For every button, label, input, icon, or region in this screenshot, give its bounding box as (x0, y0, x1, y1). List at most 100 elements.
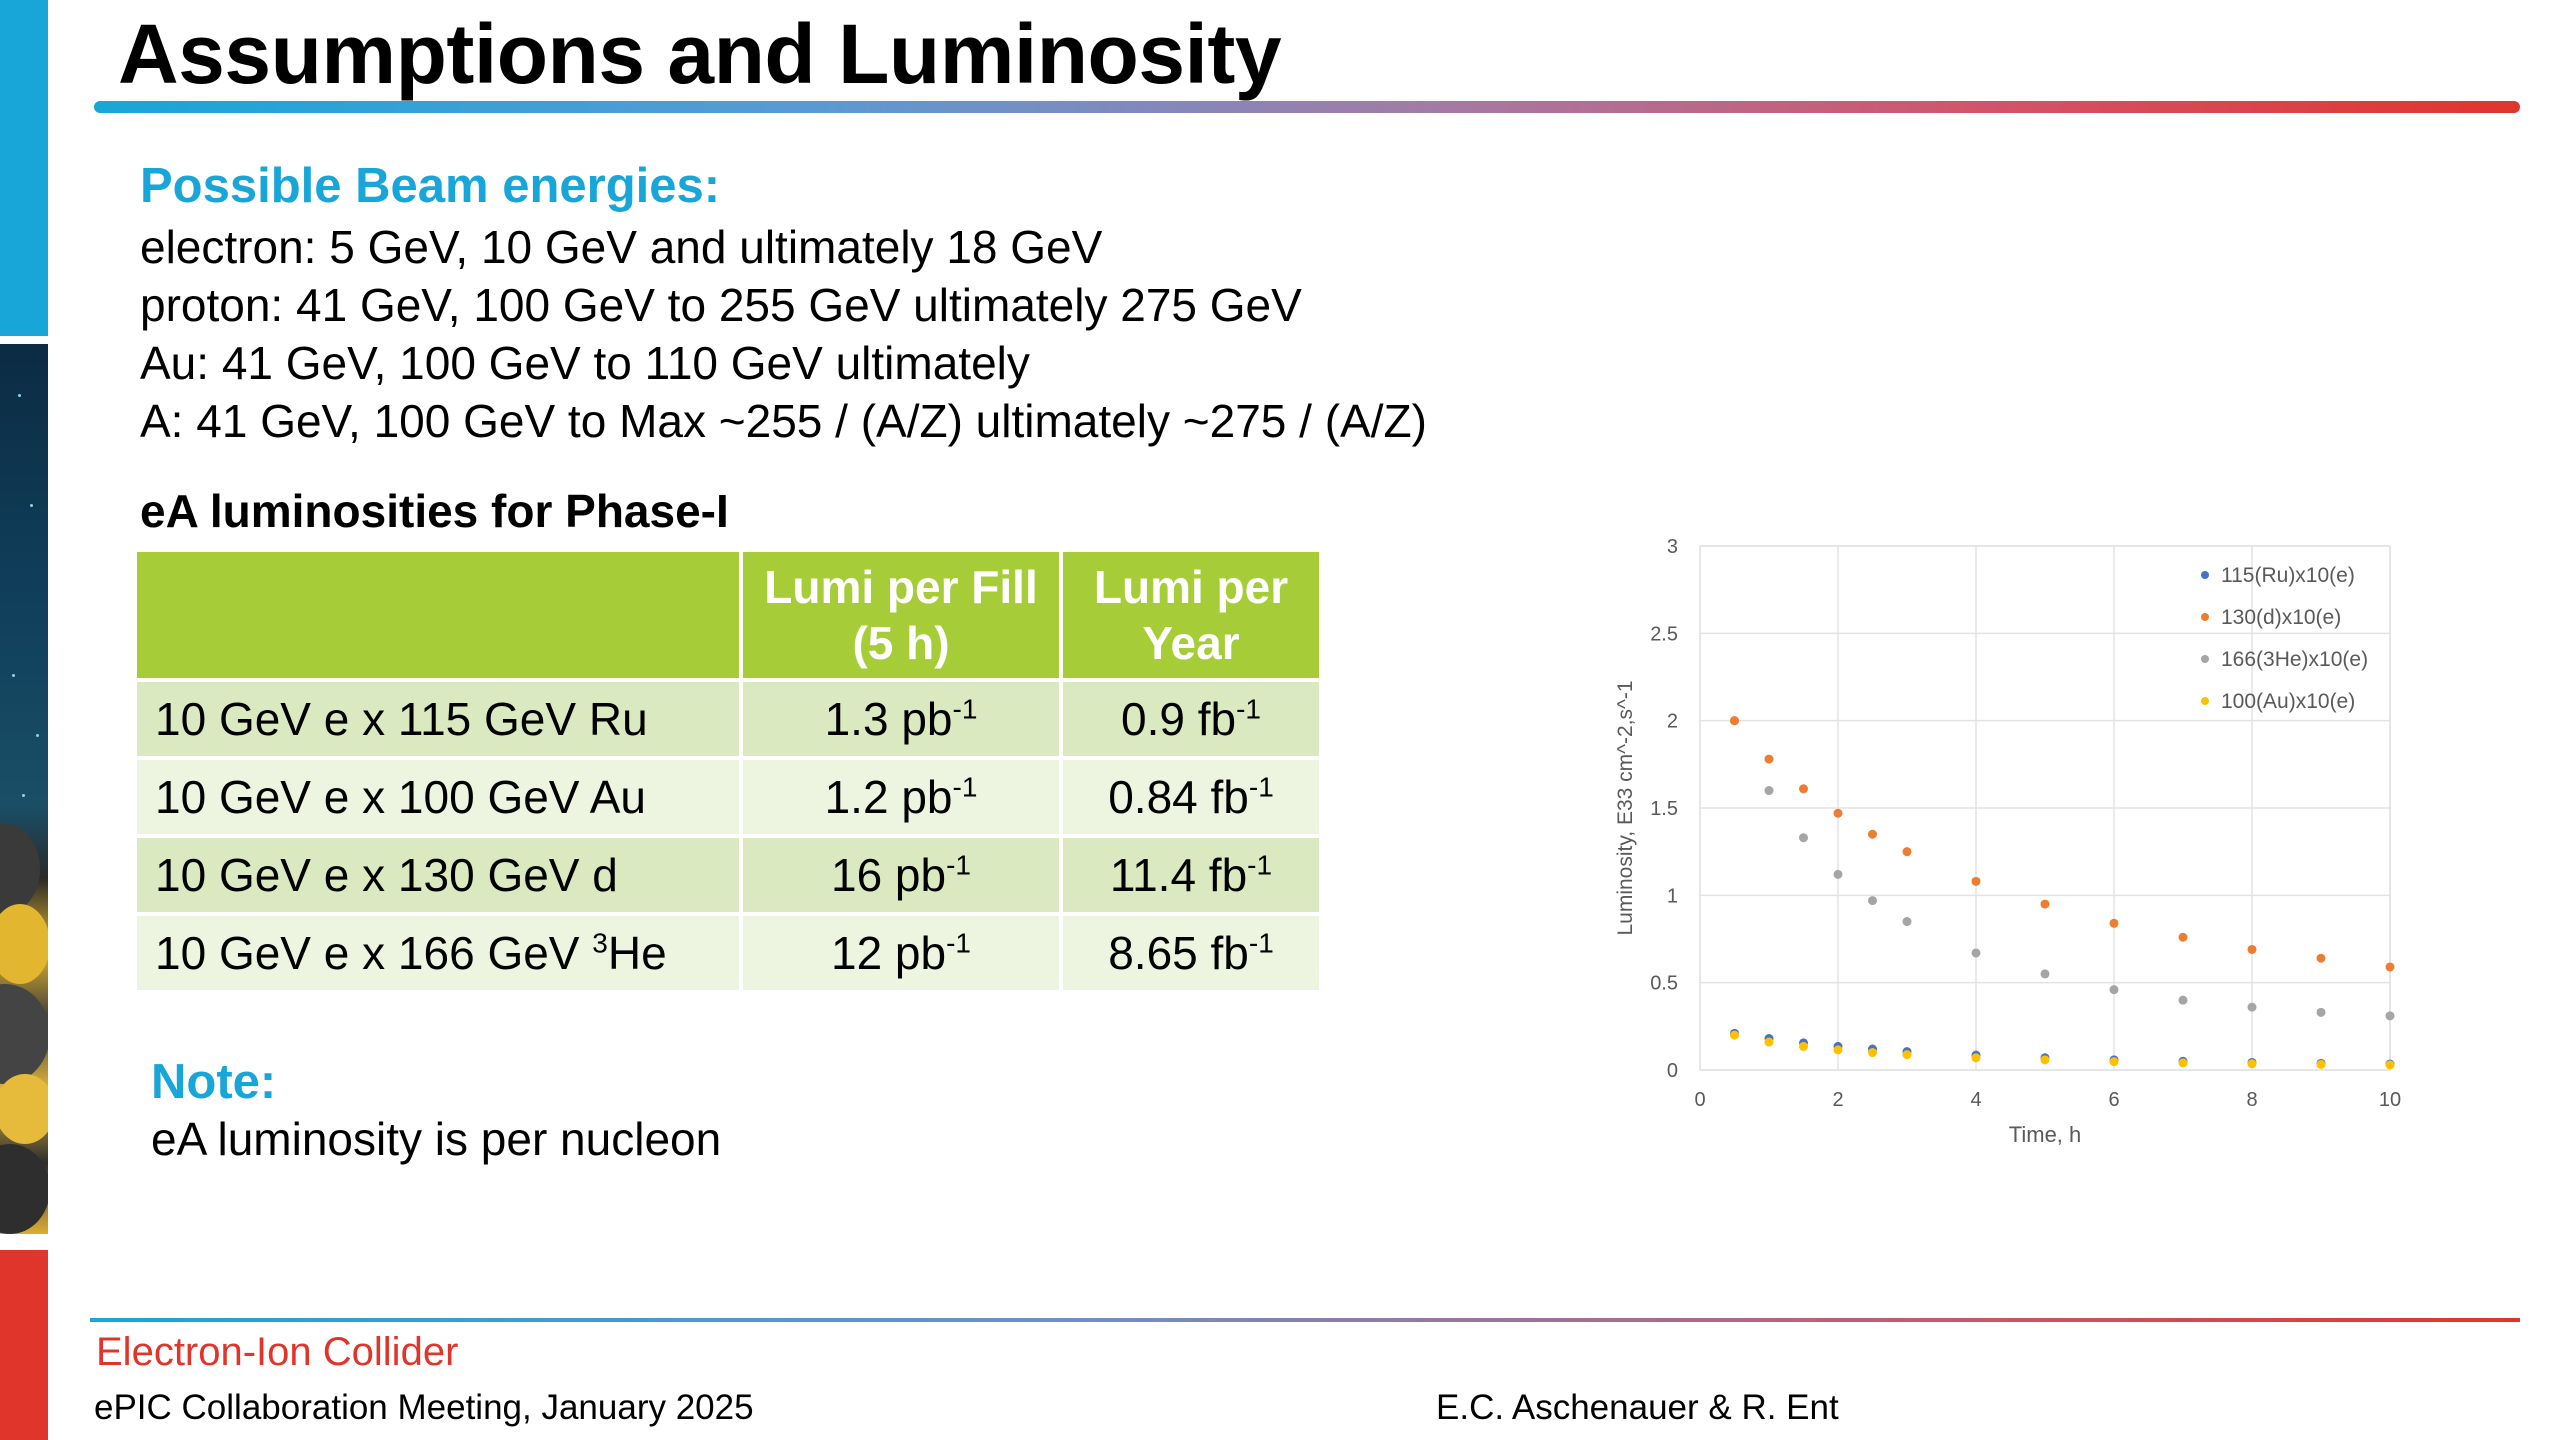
data-point (2109, 985, 2119, 995)
data-point (2040, 1055, 2050, 1065)
table-cell-year: 8.65 fb-1 (1063, 916, 1319, 990)
table-row: 10 GeV e x 115 GeV Ru 1.3 pb-1 0.9 fb-1 (137, 682, 1319, 756)
y-tick-label: 2.5 (1650, 623, 1678, 645)
data-point (1902, 847, 1912, 857)
data-point (1764, 754, 1774, 764)
data-point (1868, 1048, 1877, 1058)
left-decorative-image (0, 344, 48, 1234)
legend-marker (2201, 613, 2209, 621)
data-point (2178, 932, 2188, 942)
x-tick-label: 4 (1970, 1089, 1981, 1111)
y-tick-label: 2 (1667, 711, 1678, 733)
data-point (2178, 995, 2188, 1005)
table-cell-config: 10 GeV e x 100 GeV Au (137, 760, 739, 834)
data-point (2040, 969, 2050, 979)
data-point (2040, 899, 2050, 909)
x-tick-label: 10 (2379, 1089, 2401, 1111)
legend-entry: 166(3He)x10(e) (2221, 648, 2368, 671)
y-tick-label: 1 (1667, 885, 1678, 907)
y-tick-label: 1.5 (1650, 798, 1678, 820)
table-row: 10 GeV e x 166 GeV 3He 12 pb-1 8.65 fb-1 (137, 916, 1319, 990)
table-header-fill: Lumi per Fill (5 h) (743, 552, 1059, 678)
data-point (1833, 869, 1843, 879)
table-cell-config: 10 GeV e x 130 GeV d (137, 838, 739, 912)
left-color-strip-bottom (0, 1250, 48, 1440)
table-header-row: Lumi per Fill (5 h) Lumi per Year (137, 552, 1319, 678)
data-point (2109, 1057, 2119, 1067)
beam-line-a: A: 41 GeV, 100 GeV to Max ~255 / (A/Z) u… (140, 395, 1427, 447)
data-point (2316, 1007, 2326, 1017)
table-cell-fill: 12 pb-1 (743, 916, 1059, 990)
table-cell-year: 11.4 fb-1 (1063, 838, 1319, 912)
data-point (2178, 1058, 2188, 1068)
legend-entry: 115(Ru)x10(e) (2221, 564, 2355, 587)
x-tick-label: 6 (2108, 1089, 2119, 1111)
data-point (2247, 1002, 2257, 1012)
data-point (1799, 1041, 1808, 1051)
footer-authors: E.C. Aschenauer & R. Ent (1436, 1388, 1839, 1427)
beam-line-electron: electron: 5 GeV, 10 GeV and ultimately 1… (140, 221, 1103, 273)
table-cell-fill: 1.2 pb-1 (743, 760, 1059, 834)
legend-entry: 130(d)x10(e) (2221, 606, 2341, 629)
data-point (1868, 829, 1877, 839)
data-point (2109, 918, 2119, 928)
beam-line-au: Au: 41 GeV, 100 GeV to 110 GeV ultimatel… (140, 337, 1030, 389)
table-header-year: Lumi per Year (1063, 552, 1319, 678)
data-point (2385, 962, 2395, 972)
data-point (1971, 1053, 1981, 1063)
data-point (1902, 1050, 1912, 1060)
data-point (1730, 716, 1739, 726)
table-cell-year: 0.84 fb-1 (1063, 760, 1319, 834)
data-point (1799, 833, 1808, 843)
table-header-config (137, 552, 739, 678)
y-tick-label: 3 (1667, 536, 1678, 558)
data-point (2385, 1060, 2395, 1070)
y-axis-label: Luminosity, E33 cm^-2,s^-1 (1614, 680, 1637, 935)
footer-organization: Electron-Ion Collider (96, 1330, 459, 1374)
table-cell-fill: 1.3 pb-1 (743, 682, 1059, 756)
table-cell-config: 10 GeV e x 166 GeV 3He (137, 916, 739, 990)
data-point (2316, 1059, 2326, 1069)
data-point (1799, 784, 1808, 794)
data-point (1833, 808, 1843, 818)
data-point (2247, 944, 2257, 954)
x-tick-label: 0 (1694, 1089, 1705, 1111)
data-point (1971, 948, 1981, 958)
slide-title: Assumptions and Luminosity (118, 7, 1282, 101)
beam-energies-heading: Possible Beam energies: (140, 159, 721, 213)
legend-marker (2201, 655, 2209, 663)
legend-marker (2201, 571, 2209, 579)
note-text: eA luminosity is per nucleon (151, 1113, 722, 1165)
beam-line-proton: proton: 41 GeV, 100 GeV to 255 GeV ultim… (140, 279, 1302, 331)
x-tick-label: 8 (2246, 1089, 2257, 1111)
data-point (1764, 1037, 1774, 1047)
data-point (1971, 876, 1981, 886)
table-cell-year: 0.9 fb-1 (1063, 682, 1319, 756)
table-row: 10 GeV e x 100 GeV Au 1.2 pb-1 0.84 fb-1 (137, 760, 1319, 834)
table-cell-config: 10 GeV e x 115 GeV Ru (137, 682, 739, 756)
table-row: 10 GeV e x 130 GeV d 16 pb-1 11.4 fb-1 (137, 838, 1319, 912)
data-point (1730, 1030, 1739, 1040)
note-heading: Note: (151, 1055, 277, 1109)
legend-marker (2201, 697, 2209, 705)
footer-rule (90, 1318, 2520, 1322)
table-heading: eA luminosities for Phase-I (140, 485, 729, 537)
luminosity-table: Lumi per Fill (5 h) Lumi per Year 10 GeV… (133, 548, 1323, 994)
table-cell-fill: 16 pb-1 (743, 838, 1059, 912)
luminosity-time-chart: 0 0.5 1 1.5 2 2.5 3 0 2 4 6 8 10 Time, h Luminosity, E… (1614, 536, 2401, 1147)
x-tick-label: 2 (1832, 1089, 1843, 1111)
data-point (2385, 1011, 2395, 1021)
data-point (1833, 1045, 1843, 1055)
footer-meeting: ePIC Collaboration Meeting, January 2025 (94, 1388, 754, 1427)
data-point (1902, 917, 1912, 927)
data-point (2247, 1059, 2257, 1069)
left-color-strip-top (0, 0, 48, 336)
y-tick-label: 0 (1667, 1060, 1678, 1082)
data-point (2316, 953, 2326, 963)
data-point (1868, 896, 1877, 906)
legend-entry: 100(Au)x10(e) (2221, 690, 2355, 713)
title-underline (94, 101, 2520, 113)
y-tick-label: 0.5 (1650, 973, 1678, 995)
x-axis-label: Time, h (2009, 1122, 2082, 1147)
data-point (1764, 786, 1774, 796)
